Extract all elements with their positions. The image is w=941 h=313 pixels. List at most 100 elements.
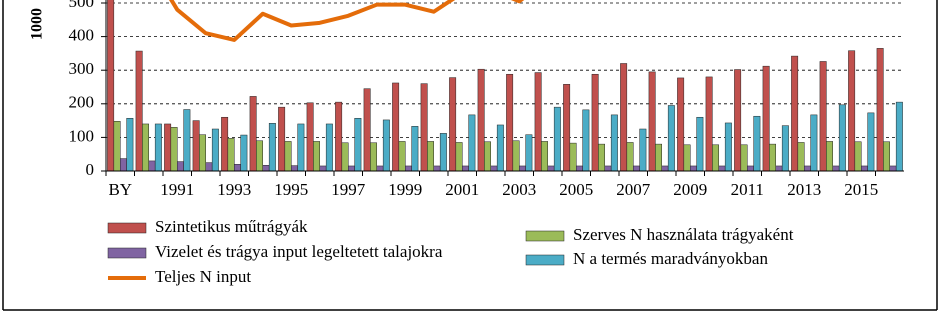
- bar: [325, 123, 333, 171]
- bar: [192, 120, 200, 171]
- bar: [249, 96, 257, 171]
- x-tick-label: 2009: [673, 180, 707, 199]
- bar: [268, 123, 276, 171]
- legend-label: N a termés maradványokban: [573, 249, 768, 268]
- bar: [135, 50, 143, 171]
- bar: [313, 141, 320, 171]
- bar: [468, 114, 476, 171]
- bar: [633, 165, 640, 171]
- bar: [610, 114, 618, 171]
- bar: [496, 124, 504, 171]
- bar: [142, 123, 149, 171]
- bar: [747, 165, 754, 171]
- bar: [661, 165, 669, 171]
- bar: [712, 144, 720, 171]
- bar: [221, 116, 229, 171]
- bar: [519, 165, 526, 171]
- bar: [655, 143, 663, 171]
- bar: [791, 55, 799, 171]
- bar: [449, 77, 457, 171]
- bar: [861, 165, 868, 171]
- bar: [620, 63, 628, 171]
- bar: [262, 165, 270, 171]
- bar: [392, 82, 400, 171]
- x-tick-label: 2015: [844, 180, 878, 199]
- bar: [810, 114, 818, 171]
- bar: [541, 141, 549, 171]
- bar: [718, 165, 726, 171]
- bar: [604, 165, 612, 171]
- bar: [525, 134, 533, 171]
- bar: [405, 165, 412, 171]
- bar: [781, 125, 789, 171]
- legend-swatch: [525, 230, 565, 242]
- x-tick-label: 1995: [274, 180, 308, 199]
- bar: [582, 109, 590, 171]
- legend-swatch: [107, 247, 147, 259]
- bar: [639, 128, 647, 171]
- bar: [563, 84, 571, 171]
- x-tick-label: 1991: [160, 180, 194, 199]
- x-tick-label: 1993: [217, 180, 251, 199]
- y-tick-label: 400: [69, 26, 95, 45]
- y-tick-label: 100: [69, 126, 95, 145]
- bar: [598, 143, 606, 171]
- bar: [648, 71, 656, 171]
- bar: [569, 142, 577, 171]
- bar: [113, 121, 121, 171]
- bar: [547, 165, 555, 171]
- bar: [832, 165, 840, 171]
- bar: [205, 162, 213, 171]
- x-tick-label: 2005: [559, 180, 593, 199]
- bar: [363, 88, 371, 171]
- legend-label: Teljes N input: [155, 267, 251, 286]
- bar: [227, 138, 235, 171]
- bar: [724, 122, 732, 171]
- bar: [462, 165, 469, 171]
- bar: [775, 165, 783, 171]
- bar: [889, 165, 897, 171]
- bar: [154, 123, 162, 171]
- bar: [769, 143, 777, 171]
- bar: [120, 158, 127, 171]
- bar: [319, 165, 327, 171]
- legend-swatch: [525, 254, 565, 266]
- x-tick-label: 2003: [502, 180, 536, 199]
- bar: [838, 104, 846, 171]
- plot-area: [106, 0, 904, 171]
- bar: [683, 144, 691, 171]
- bar: [376, 165, 384, 171]
- bar: [427, 141, 434, 171]
- bar: [895, 101, 903, 171]
- bar: [297, 123, 305, 171]
- y-tick-label: 200: [69, 93, 95, 112]
- bar: [199, 134, 206, 171]
- bar: [183, 109, 191, 171]
- bar: [797, 142, 805, 171]
- y-axis-label: 1000: [29, 8, 46, 40]
- legend-label: Szintetikus műtrágyák: [155, 217, 308, 236]
- bar: [170, 127, 178, 171]
- bar: [848, 50, 856, 171]
- x-tick-label: 2013: [787, 180, 821, 199]
- x-tick-label: 2001: [445, 180, 479, 199]
- bar: [382, 119, 390, 171]
- bar: [677, 77, 685, 171]
- bar: [284, 141, 292, 171]
- legend-label: Vizelet és trágya input legeltetett tala…: [155, 242, 443, 261]
- bar: [753, 115, 761, 171]
- bar: [867, 112, 875, 171]
- legend-swatch: [107, 222, 147, 234]
- bar: [164, 123, 172, 171]
- bar: [591, 73, 599, 171]
- bar: [439, 133, 447, 171]
- bar: [819, 61, 827, 171]
- bar: [335, 101, 343, 171]
- bar: [667, 105, 675, 171]
- bar: [433, 165, 441, 171]
- y-tick-label: 300: [69, 59, 95, 78]
- bar: [734, 69, 742, 171]
- bar: [705, 76, 713, 171]
- bar: [512, 140, 520, 171]
- bar: [211, 128, 219, 171]
